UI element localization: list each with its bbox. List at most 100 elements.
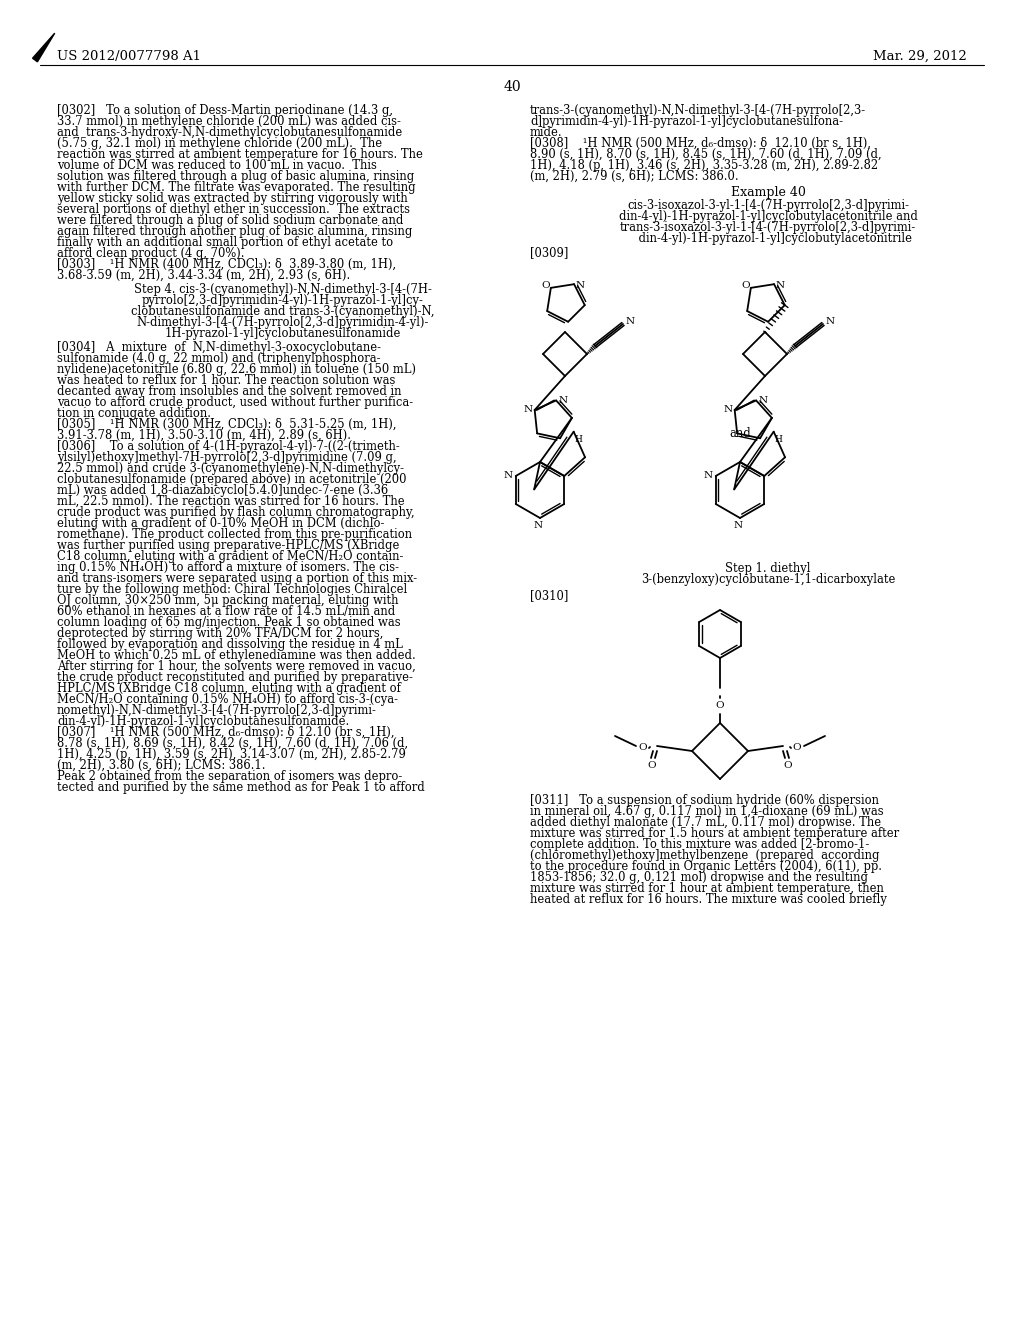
Text: N: N — [759, 396, 768, 405]
Text: mL) was added 1,8-diazabicyclo[5.4.0]undec-7-ene (3.36: mL) was added 1,8-diazabicyclo[5.4.0]und… — [57, 484, 388, 498]
Text: 33.7 mmol) in methylene chloride (200 mL) was added cis-: 33.7 mmol) in methylene chloride (200 mL… — [57, 115, 400, 128]
Text: several portions of diethyl ether in succession.  The extracts: several portions of diethyl ether in suc… — [57, 203, 410, 216]
Text: heated at reflux for 16 hours. The mixture was cooled briefly: heated at reflux for 16 hours. The mixtu… — [530, 894, 887, 906]
Text: Step 1. diethyl: Step 1. diethyl — [725, 562, 811, 576]
Text: [0311]   To a suspension of sodium hydride (60% dispersion: [0311] To a suspension of sodium hydride… — [530, 795, 879, 807]
Text: MeCN/H₂O containing 0.15% NH₄OH) to afford cis-3-(cya-: MeCN/H₂O containing 0.15% NH₄OH) to affo… — [57, 693, 398, 706]
Text: O: O — [542, 281, 550, 290]
Text: mL, 22.5 mmol). The reaction was stirred for 16 hours. The: mL, 22.5 mmol). The reaction was stirred… — [57, 495, 404, 508]
Text: mide.: mide. — [530, 125, 562, 139]
Text: in mineral oil, 4.67 g, 0.117 mol) in 1,4-dioxane (69 mL) was: in mineral oil, 4.67 g, 0.117 mol) in 1,… — [530, 805, 884, 818]
Text: nomethyl)-N,N-dimethyl-3-[4-(7H-pyrrolo[2,3-d]pyrimi-: nomethyl)-N,N-dimethyl-3-[4-(7H-pyrrolo[… — [57, 704, 377, 717]
Text: pyrrolo[2,3-d]pyrimidin-4-yl)-1H-pyrazol-1-yl]cy-: pyrrolo[2,3-d]pyrimidin-4-yl)-1H-pyrazol… — [142, 294, 424, 308]
Text: [0306]    To a solution of 4-(1H-pyrazol-4-yl)-7-((2-(trimeth-: [0306] To a solution of 4-(1H-pyrazol-4-… — [57, 440, 399, 453]
Text: N: N — [523, 405, 532, 414]
Text: 3-(benzyloxy)cyclobutane-1,1-dicarboxylate: 3-(benzyloxy)cyclobutane-1,1-dicarboxyla… — [641, 573, 895, 586]
Text: 1H), 4.18 (p, 1H), 3.46 (s, 2H), 3.35-3.28 (m, 2H), 2.89-2.82: 1H), 4.18 (p, 1H), 3.46 (s, 2H), 3.35-3.… — [530, 158, 879, 172]
Text: MeOH to which 0.25 mL of ethylenediamine was then added.: MeOH to which 0.25 mL of ethylenediamine… — [57, 649, 416, 663]
Text: (m, 2H), 3.80 (s, 6H); LCMS: 386.1.: (m, 2H), 3.80 (s, 6H); LCMS: 386.1. — [57, 759, 265, 772]
Polygon shape — [33, 33, 54, 62]
Text: N: N — [575, 281, 585, 289]
Text: 8.78 (s, 1H), 8.69 (s, 1H), 8.42 (s, 1H), 7.60 (d, 1H), 7.06 (d,: 8.78 (s, 1H), 8.69 (s, 1H), 8.42 (s, 1H)… — [57, 737, 409, 750]
Text: tion in conjugate addition.: tion in conjugate addition. — [57, 407, 211, 420]
Text: complete addition. To this mixture was added [2-bromo-1-: complete addition. To this mixture was a… — [530, 838, 869, 851]
Text: nylidene)acetonitrile (6.80 g, 22.6 mmol) in toluene (150 mL): nylidene)acetonitrile (6.80 g, 22.6 mmol… — [57, 363, 416, 376]
Text: and: and — [729, 426, 751, 440]
Text: volume of DCM was reduced to 100 mL in vacuo.  This: volume of DCM was reduced to 100 mL in v… — [57, 158, 377, 172]
Text: 3.91-3.78 (m, 1H), 3.50-3.10 (m, 4H), 2.89 (s, 6H).: 3.91-3.78 (m, 1H), 3.50-3.10 (m, 4H), 2.… — [57, 429, 351, 442]
Text: [0310]: [0310] — [530, 589, 568, 602]
Text: trans-3-(cyanomethyl)-N,N-dimethyl-3-[4-(7H-pyrrolo[2,3-: trans-3-(cyanomethyl)-N,N-dimethyl-3-[4-… — [530, 104, 866, 117]
Text: was heated to reflux for 1 hour. The reaction solution was: was heated to reflux for 1 hour. The rea… — [57, 374, 395, 387]
Text: sulfonamide (4.0 g, 22 mmol) and (triphenylphosphora-: sulfonamide (4.0 g, 22 mmol) and (triphe… — [57, 352, 381, 366]
Text: (m, 2H), 2.79 (s, 6H); LCMS: 386.0.: (m, 2H), 2.79 (s, 6H); LCMS: 386.0. — [530, 170, 738, 183]
Text: N-dimethyl-3-[4-(7H-pyrrolo[2,3-d]pyrimidin-4-yl)-: N-dimethyl-3-[4-(7H-pyrrolo[2,3-d]pyrimi… — [137, 315, 429, 329]
Text: ture by the following method: Chiral Technologies Chiralcel: ture by the following method: Chiral Tec… — [57, 583, 408, 597]
Text: 3.68-3.59 (m, 2H), 3.44-3.34 (m, 2H), 2.93 (s, 6H).: 3.68-3.59 (m, 2H), 3.44-3.34 (m, 2H), 2.… — [57, 269, 350, 282]
Text: N: N — [626, 317, 635, 326]
Text: N: N — [534, 520, 543, 529]
Text: crude product was purified by flash column chromatography,: crude product was purified by flash colu… — [57, 506, 415, 519]
Text: [0308]    ¹H NMR (500 MHz, d₆-dmso): δ  12.10 (br s, 1H),: [0308] ¹H NMR (500 MHz, d₆-dmso): δ 12.1… — [530, 137, 871, 150]
Text: O: O — [793, 743, 802, 752]
Text: din-4-yl)-1H-pyrazol-1-yl]cyclobutanesulfonamide.: din-4-yl)-1H-pyrazol-1-yl]cyclobutanesul… — [57, 715, 349, 729]
Text: 1H-pyrazol-1-yl]cyclobutanesulfonamide: 1H-pyrazol-1-yl]cyclobutanesulfonamide — [165, 327, 401, 341]
Text: were filtered through a plug of solid sodium carbonate and: were filtered through a plug of solid so… — [57, 214, 403, 227]
Text: O: O — [716, 701, 724, 710]
Text: O: O — [648, 762, 656, 771]
Text: ylsilyl)ethoxy]methyl-7H-pyrrolo[2,3-d]pyrimidine (7.09 g,: ylsilyl)ethoxy]methyl-7H-pyrrolo[2,3-d]p… — [57, 451, 396, 465]
Text: Peak 2 obtained from the separation of isomers was depro-: Peak 2 obtained from the separation of i… — [57, 770, 402, 783]
Text: mixture was stirred for 1 hour at ambient temperature, then: mixture was stirred for 1 hour at ambien… — [530, 882, 884, 895]
Text: O: O — [639, 743, 647, 752]
Text: N: N — [733, 520, 742, 529]
Text: romethane). The product collected from this pre-purification: romethane). The product collected from t… — [57, 528, 412, 541]
Text: din-4-yl)-1H-pyrazol-1-yl]cyclobutylacetonitrile: din-4-yl)-1H-pyrazol-1-yl]cyclobutylacet… — [624, 232, 912, 246]
Text: Mar. 29, 2012: Mar. 29, 2012 — [873, 50, 967, 63]
Text: 40: 40 — [503, 81, 521, 94]
Text: [0309]: [0309] — [530, 246, 568, 259]
Text: ing 0.15% NH₄OH) to afford a mixture of isomers. The cis-: ing 0.15% NH₄OH) to afford a mixture of … — [57, 561, 399, 574]
Text: HPLC/MS (XBridge C18 column, eluting with a gradient of: HPLC/MS (XBridge C18 column, eluting wit… — [57, 682, 400, 696]
Text: 60% ethanol in hexanes at a flow rate of 14.5 mL/min and: 60% ethanol in hexanes at a flow rate of… — [57, 605, 395, 618]
Text: N: N — [775, 281, 784, 289]
Text: US 2012/0077798 A1: US 2012/0077798 A1 — [57, 50, 201, 63]
Text: Example 40: Example 40 — [730, 186, 806, 199]
Text: C18 column, eluting with a gradient of MeCN/H₂O contain-: C18 column, eluting with a gradient of M… — [57, 550, 403, 564]
Text: cis-3-isoxazol-3-yl-1-[4-(7H-pyrrolo[2,3-d]pyrimi-: cis-3-isoxazol-3-yl-1-[4-(7H-pyrrolo[2,3… — [627, 199, 909, 213]
Text: 22.5 mmol) and crude 3-(cyanomethylene)-N,N-dimethylcy-: 22.5 mmol) and crude 3-(cyanomethylene)-… — [57, 462, 404, 475]
Text: N: N — [723, 405, 732, 414]
Text: finally with an additional small portion of ethyl acetate to: finally with an additional small portion… — [57, 236, 393, 249]
Text: tected and purified by the same method as for Peak 1 to afford: tected and purified by the same method a… — [57, 781, 425, 795]
Text: O: O — [783, 762, 793, 771]
Text: [0304]   A  mixture  of  N,N-dimethyl-3-oxocyclobutane-: [0304] A mixture of N,N-dimethyl-3-oxocy… — [57, 341, 381, 354]
Text: afford clean product (4 g, 70%).: afford clean product (4 g, 70%). — [57, 247, 245, 260]
Text: column loading of 65 mg/injection. Peak 1 so obtained was: column loading of 65 mg/injection. Peak … — [57, 616, 400, 630]
Text: the crude product reconstituted and purified by preparative-: the crude product reconstituted and puri… — [57, 671, 413, 684]
Text: After stirring for 1 hour, the solvents were removed in vacuo,: After stirring for 1 hour, the solvents … — [57, 660, 416, 673]
Text: H: H — [574, 436, 583, 445]
Text: O: O — [741, 281, 751, 290]
Text: N: N — [559, 396, 567, 405]
Text: din-4-yl)-1H-pyrazol-1-yl]cyclobutylacetonitrile and: din-4-yl)-1H-pyrazol-1-yl]cyclobutylacet… — [618, 210, 918, 223]
Text: decanted away from insolubles and the solvent removed in: decanted away from insolubles and the so… — [57, 385, 401, 399]
Text: [0303]    ¹H NMR (400 MHz, CDCl₃): δ  3.89-3.80 (m, 1H),: [0303] ¹H NMR (400 MHz, CDCl₃): δ 3.89-3… — [57, 257, 396, 271]
Text: again filtered through another plug of basic alumina, rinsing: again filtered through another plug of b… — [57, 224, 413, 238]
Text: clobutanesulfonamide and trans-3-(cyanomethyl)-N,: clobutanesulfonamide and trans-3-(cyanom… — [131, 305, 435, 318]
Text: vacuo to afford crude product, used without further purifica-: vacuo to afford crude product, used with… — [57, 396, 413, 409]
Text: yellow sticky solid was extracted by stirring vigorously with: yellow sticky solid was extracted by sti… — [57, 191, 408, 205]
Text: OJ column, 30×250 mm, 5μ packing material, eluting with: OJ column, 30×250 mm, 5μ packing materia… — [57, 594, 398, 607]
Text: 8.90 (s, 1H), 8.70 (s, 1H), 8.45 (s, 1H), 7.60 (d, 1H), 7.09 (d,: 8.90 (s, 1H), 8.70 (s, 1H), 8.45 (s, 1H)… — [530, 148, 882, 161]
Text: reaction was stirred at ambient temperature for 16 hours. The: reaction was stirred at ambient temperat… — [57, 148, 423, 161]
Text: [0305]    ¹H NMR (300 MHz, CDCl₃): δ  5.31-5.25 (m, 1H),: [0305] ¹H NMR (300 MHz, CDCl₃): δ 5.31-5… — [57, 418, 396, 432]
Text: trans-3-isoxazol-3-yl-1-[4-(7H-pyrrolo[2,3-d]pyrimi-: trans-3-isoxazol-3-yl-1-[4-(7H-pyrrolo[2… — [620, 220, 916, 234]
Text: added diethyl malonate (17.7 mL, 0.117 mol) dropwise. The: added diethyl malonate (17.7 mL, 0.117 m… — [530, 816, 881, 829]
Text: Step 4. cis-3-(cyanomethyl)-N,N-dimethyl-3-[4-(7H-: Step 4. cis-3-(cyanomethyl)-N,N-dimethyl… — [134, 282, 432, 296]
Text: N: N — [503, 471, 512, 480]
Text: H: H — [775, 436, 782, 445]
Text: mixture was stirred for 1.5 hours at ambient temperature after: mixture was stirred for 1.5 hours at amb… — [530, 828, 899, 840]
Text: deprotected by stirring with 20% TFA/DCM for 2 hours,: deprotected by stirring with 20% TFA/DCM… — [57, 627, 383, 640]
Text: 1H), 4.25 (p, 1H), 3.59 (s, 2H), 3.14-3.07 (m, 2H), 2.85-2.79: 1H), 4.25 (p, 1H), 3.59 (s, 2H), 3.14-3.… — [57, 748, 406, 762]
Text: followed by evaporation and dissolving the residue in 4 mL: followed by evaporation and dissolving t… — [57, 638, 402, 651]
Text: was further purified using preparative-HPLC/MS (XBridge: was further purified using preparative-H… — [57, 539, 399, 552]
Text: clobutanesulfonamide (prepared above) in acetonitrile (200: clobutanesulfonamide (prepared above) in… — [57, 473, 407, 486]
